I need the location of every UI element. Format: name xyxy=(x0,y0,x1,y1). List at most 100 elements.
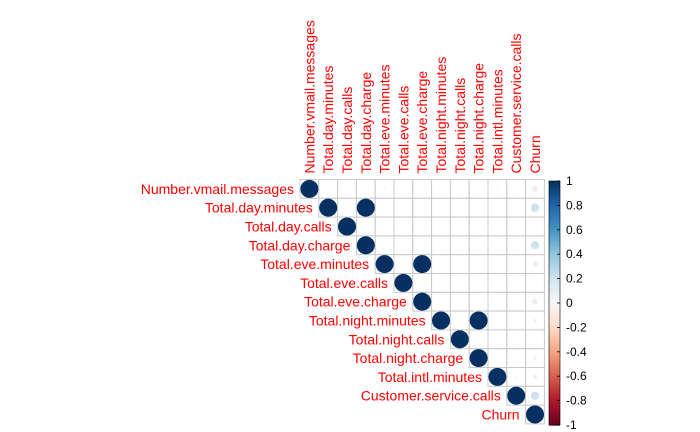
colorbar-segment xyxy=(549,344,560,348)
colorbar-segment xyxy=(549,378,560,382)
colorbar-segment xyxy=(549,246,560,250)
grid-cell xyxy=(393,235,414,256)
colorbar-tick-label: 0 xyxy=(566,296,573,310)
colorbar-segment xyxy=(549,324,560,328)
grid-cell xyxy=(431,216,451,237)
row-label-churn: Churn xyxy=(481,407,519,423)
colorbar-segment xyxy=(549,346,560,350)
colorbar-segment xyxy=(549,420,560,424)
corr-circle-total-day-calls-total-day-calls xyxy=(337,217,357,236)
grid-cell xyxy=(506,179,527,199)
grid-cell xyxy=(487,216,508,237)
corr-circle-total-day-charge-churn xyxy=(530,241,540,250)
grid-cell xyxy=(487,273,508,293)
colorbar-segment xyxy=(549,405,560,409)
colorbar-segment xyxy=(549,198,560,202)
colorbar-segment xyxy=(549,251,560,255)
corr-circle-total-intl-minutes-churn xyxy=(532,374,538,380)
corr-circle-total-night-minutes-churn xyxy=(533,318,537,323)
colorbar-segment xyxy=(549,337,560,341)
grid-cell xyxy=(449,273,470,293)
grid-cell xyxy=(449,197,470,218)
row-label-total-day-minutes: Total.day.minutes xyxy=(205,200,313,216)
colorbar-segment xyxy=(549,329,560,333)
grid-cell xyxy=(431,197,451,218)
colorbar-segment xyxy=(549,190,560,194)
grid-cell xyxy=(487,291,508,312)
colorbar-segment xyxy=(549,422,560,426)
colorbar-segment xyxy=(549,305,560,309)
colorbar-segment xyxy=(549,415,560,419)
grid-cell xyxy=(468,329,489,350)
grid-cell xyxy=(412,197,433,218)
colorbar-segment xyxy=(549,281,560,285)
colorbar-tick-label: 1 xyxy=(566,174,573,188)
grid-cell xyxy=(506,348,527,369)
colorbar-segment xyxy=(549,366,560,370)
colorbar-segment xyxy=(549,181,560,185)
grid-cell xyxy=(487,329,508,350)
corr-circle-total-eve-minutes-total-eve-minutes xyxy=(375,255,394,274)
colorbar-segment xyxy=(549,283,560,287)
row-label-total-night-minutes: Total.night.minutes xyxy=(309,313,426,329)
colorbar-tick-label: 0.2 xyxy=(566,272,583,286)
corr-circle-total-eve-calls-total-eve-calls xyxy=(394,273,413,292)
colorbar-segment xyxy=(549,212,560,216)
colorbar-segment xyxy=(549,298,560,302)
colorbar-segment xyxy=(549,320,560,324)
colorbar-segment xyxy=(549,400,560,404)
corr-circle-total-night-minutes-total-night-charge xyxy=(469,311,488,330)
grid-cell xyxy=(487,254,508,274)
colorbar-segment xyxy=(549,368,560,372)
colorbar: 1 0.8 0.6 0.4 0.2 0 -0.2 -0.4 -0.6 -0.8 -1 xyxy=(548,174,587,432)
colorbar-tick-label: 0.8 xyxy=(566,198,583,212)
colorbar-segment xyxy=(549,398,560,402)
grid-cell xyxy=(393,254,414,274)
colorbar-tick-label: -0.2 xyxy=(566,320,587,334)
colorbar-segment xyxy=(549,315,560,319)
grid-cell xyxy=(506,197,527,218)
colorbar-segment xyxy=(549,332,560,336)
colorbar-segment xyxy=(549,185,560,189)
grid xyxy=(299,179,545,425)
grid-cell xyxy=(506,310,527,331)
grid-cell xyxy=(449,291,470,312)
colorbar-segment xyxy=(549,215,560,219)
colorbar-segment xyxy=(549,290,560,294)
colorbar-segment xyxy=(549,263,560,267)
col-label-total-eve-charge: Total.eve.charge xyxy=(414,71,430,174)
grid-cell xyxy=(506,216,527,237)
col-label-total-night-minutes: Total.night.minutes xyxy=(433,57,449,174)
grid-cell xyxy=(468,291,489,312)
colorbar-segment xyxy=(549,193,560,197)
grid-cell xyxy=(374,235,395,256)
corr-circle-customer-service-calls-churn xyxy=(530,391,540,400)
colorbar-segment xyxy=(549,356,560,360)
grid-cell xyxy=(525,216,545,237)
grid-cell xyxy=(525,329,545,350)
colorbar-segment xyxy=(549,381,560,385)
colorbar-segment xyxy=(549,227,560,231)
colorbar-segment xyxy=(549,278,560,282)
corr-circle-number-vmail-messages-number-vmail-messages xyxy=(300,179,319,198)
col-label-churn: Churn xyxy=(527,135,543,173)
colorbar-segment xyxy=(549,388,560,392)
colorbar-segment xyxy=(549,310,560,314)
col-label-total-night-charge: Total.night.charge xyxy=(471,63,487,174)
colorbar-segment xyxy=(549,317,560,321)
col-label-total-day-calls: Total.day.calls xyxy=(339,87,355,174)
row-labels: Number.vmail.messages Total.day.minutes To… xyxy=(141,181,520,423)
colorbar-segment xyxy=(549,410,560,414)
colorbar-segment xyxy=(549,205,560,209)
colorbar-segment xyxy=(549,183,560,187)
corr-circle-total-eve-minutes-churn xyxy=(532,261,538,267)
row-label-total-intl-minutes: Total.intl.minutes xyxy=(378,369,482,385)
colorbar-segment xyxy=(549,417,560,421)
colorbar-segment xyxy=(549,242,560,246)
grid-cell xyxy=(431,273,451,293)
colorbar-segment xyxy=(549,273,560,277)
row-label-total-eve-calls: Total.eve.calls xyxy=(300,275,388,291)
grid-cell xyxy=(506,329,527,350)
grid-cell xyxy=(487,310,508,331)
row-label-total-eve-charge: Total.eve.charge xyxy=(304,294,407,310)
